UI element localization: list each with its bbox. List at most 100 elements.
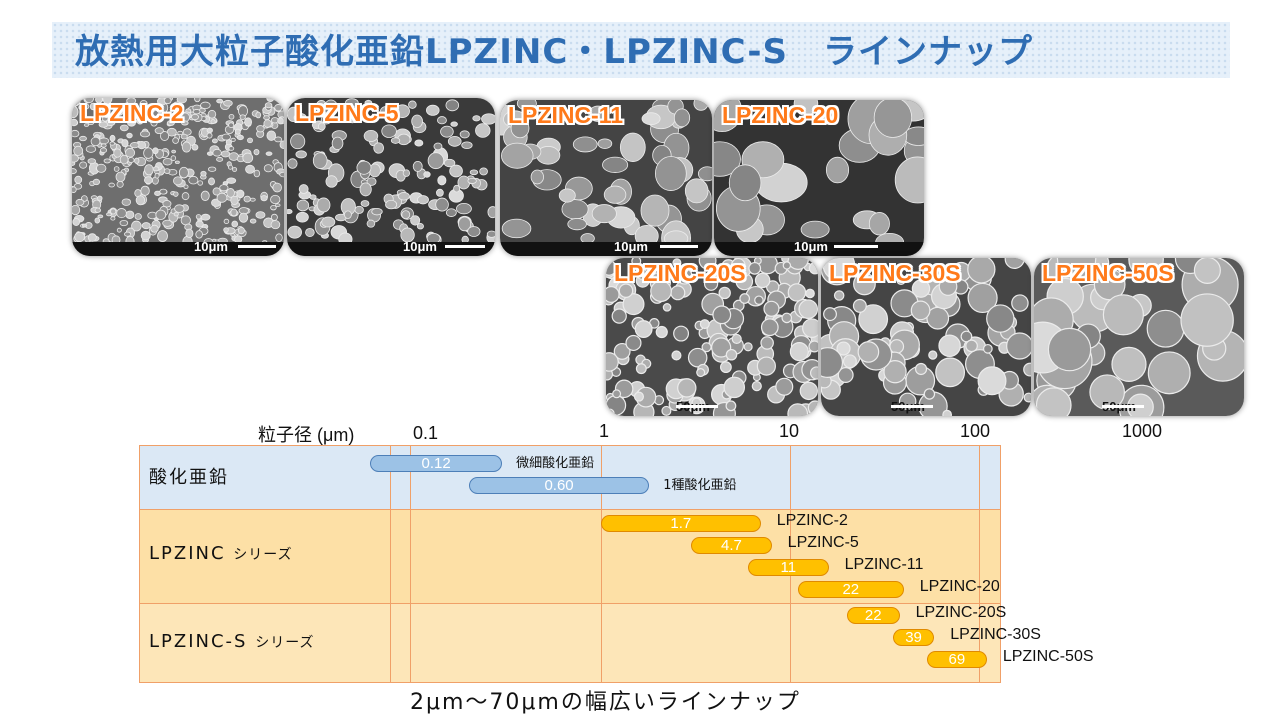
sem-particle xyxy=(703,276,719,291)
sem-particle xyxy=(75,198,85,206)
sem-particle xyxy=(174,160,180,164)
sem-particle xyxy=(701,342,712,353)
sem-particle xyxy=(602,156,629,173)
sem-particle xyxy=(748,261,762,275)
sem-image xyxy=(606,258,818,416)
sem-particle xyxy=(191,144,199,151)
tick-label: 10 xyxy=(779,421,800,441)
sem-particle xyxy=(461,141,473,150)
sem-particle xyxy=(450,121,458,127)
sem-particle xyxy=(72,105,79,119)
sem-particle xyxy=(194,98,201,103)
sem-particle xyxy=(290,133,306,150)
sem-particle xyxy=(78,104,86,111)
sem-particle xyxy=(103,111,110,119)
sem-particle xyxy=(572,136,598,153)
sem-particle xyxy=(162,200,172,208)
sem-particle xyxy=(445,99,460,112)
sem-particle xyxy=(345,98,359,108)
footer-caption: 2μm～70μmの幅広いラインナップ xyxy=(410,690,801,715)
sem-particle xyxy=(125,147,136,158)
scale-label: 10μm xyxy=(794,239,828,254)
sem-particle xyxy=(618,283,634,298)
range-bar: 1.7 xyxy=(601,515,761,532)
sem-particle xyxy=(787,403,809,416)
sem-particle xyxy=(1180,293,1234,347)
sem-particle xyxy=(894,156,924,204)
sem-particle xyxy=(634,320,653,339)
sem-particle xyxy=(960,330,973,343)
sem-particle xyxy=(858,304,889,335)
range-bar: 22 xyxy=(797,581,904,598)
sem-particle xyxy=(247,137,253,144)
sem-particle xyxy=(567,218,587,231)
sem-particle xyxy=(155,209,167,221)
sem-particle xyxy=(109,141,116,146)
range-bar-label: LPZINC-50S xyxy=(1002,648,1094,665)
sem-particle xyxy=(160,131,170,141)
sem-particle xyxy=(296,199,310,212)
sem-particle xyxy=(109,134,116,142)
sem-particle xyxy=(277,117,284,125)
sem-particle xyxy=(359,182,372,197)
sem-particle xyxy=(270,194,281,205)
sem-particle xyxy=(185,228,194,239)
sem-particle xyxy=(606,352,619,372)
sem-particle xyxy=(591,204,617,224)
sem-info-bar xyxy=(72,242,284,256)
sem-photo-lpzinc-30s: 50μm LPZINC-30S xyxy=(821,258,1031,416)
sem-particle xyxy=(90,136,101,147)
sem-particle xyxy=(305,227,315,237)
sem-particle xyxy=(206,132,213,139)
sem-particle xyxy=(173,191,179,197)
sem-particle xyxy=(1128,258,1164,278)
sem-particle xyxy=(74,231,86,243)
sem-particle xyxy=(180,133,188,140)
sem-particle xyxy=(662,303,672,312)
scale-line xyxy=(834,245,878,248)
sem-particle xyxy=(611,308,627,324)
sem-particle xyxy=(197,180,204,186)
sem-particle xyxy=(119,219,129,227)
sem-particle xyxy=(443,158,456,168)
sem-particle xyxy=(1047,327,1092,372)
sem-particle xyxy=(108,182,115,188)
scale-label: 10μm xyxy=(403,239,437,254)
sem-particle xyxy=(469,169,479,176)
sem-particle xyxy=(427,152,445,170)
sem-particle xyxy=(309,194,317,200)
sem-particle xyxy=(237,226,245,235)
sem-particle xyxy=(195,220,204,228)
sem-particle xyxy=(603,185,627,204)
range-bar-label: LPZINC-11 xyxy=(844,556,924,573)
sem-particle xyxy=(126,132,133,139)
photo-label: LPZINC-30S xyxy=(829,260,961,286)
sem-particle xyxy=(1006,332,1031,360)
sem-particle xyxy=(200,170,207,177)
sem-particle xyxy=(110,216,116,221)
scale-label: 10μm xyxy=(194,239,228,254)
sem-particle xyxy=(775,377,794,396)
sem-particle xyxy=(760,336,774,350)
tick-label: 1000 xyxy=(1122,421,1163,441)
sem-particle xyxy=(331,136,344,150)
sem-particle xyxy=(94,217,101,224)
sem-particle xyxy=(85,145,97,153)
sem-particle xyxy=(640,194,670,227)
sem-particle xyxy=(181,120,189,126)
sem-particle xyxy=(857,341,880,363)
sem-particle xyxy=(412,160,423,172)
sem-particle xyxy=(401,210,411,220)
sem-particle xyxy=(1102,294,1144,336)
row-label-lpzinc: LPZINC シリーズ xyxy=(149,543,293,564)
sem-particle xyxy=(223,218,230,225)
sem-particle xyxy=(671,350,682,361)
sem-particle xyxy=(173,176,183,186)
sem-particle xyxy=(1056,258,1097,279)
sem-particle xyxy=(72,154,79,163)
sem-particle xyxy=(255,211,266,219)
sem-particle xyxy=(72,129,80,138)
sem-particle xyxy=(606,260,617,276)
sem-particle xyxy=(264,102,273,109)
sem-particle xyxy=(195,230,203,239)
